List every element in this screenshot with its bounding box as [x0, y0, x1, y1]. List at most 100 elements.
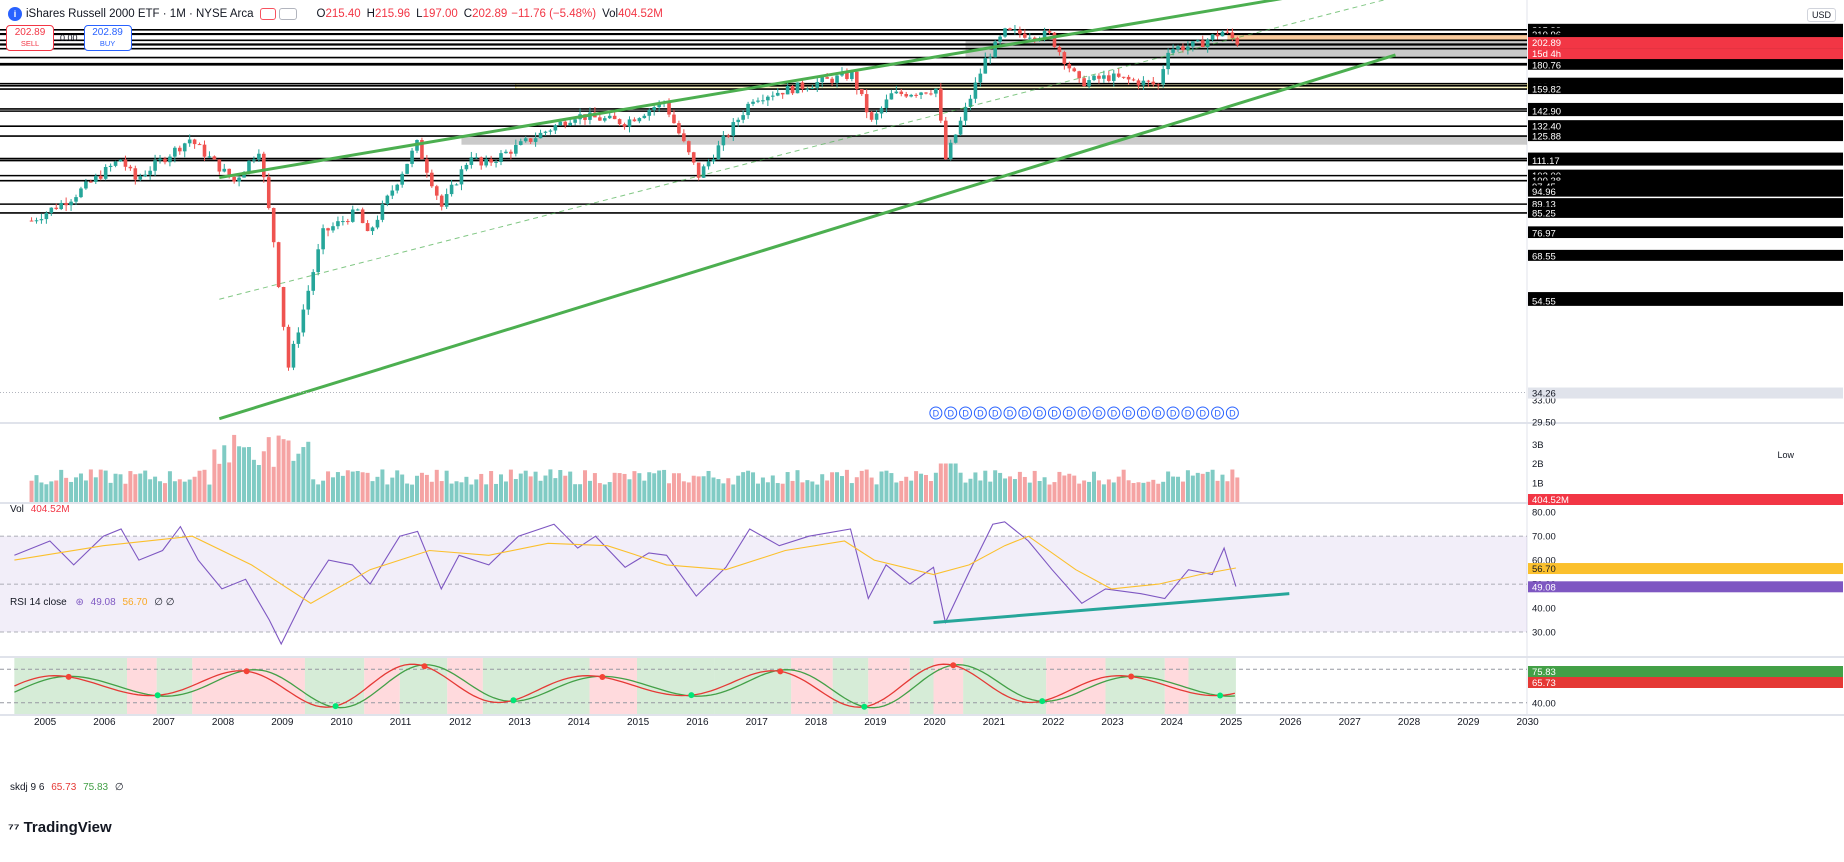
volume-bar — [54, 480, 59, 502]
volume-bar — [741, 472, 746, 502]
volume-bar — [1042, 477, 1047, 502]
volume-pane-legend[interactable]: Vol 404.52M — [10, 504, 70, 515]
dividend-marker-icon[interactable] — [1211, 406, 1225, 420]
price-axis-label-bg — [1528, 206, 1843, 218]
candle-body — [1003, 28, 1007, 37]
time-axis-label: 2018 — [805, 717, 828, 728]
symbol-header: i iShares Russell 2000 ETF · 1M · NYSE A… — [8, 5, 663, 23]
dividend-marker-icon[interactable] — [944, 406, 958, 420]
volume-bar — [187, 479, 192, 502]
dividend-marker-icon[interactable] — [959, 406, 973, 420]
candle-body — [800, 82, 805, 89]
candle-body — [1032, 37, 1037, 40]
symbol-title[interactable]: iShares Russell 2000 ETF · 1M · NYSE Arc… — [26, 8, 254, 20]
volume-bar — [34, 475, 39, 502]
dividend-marker-label: D — [962, 409, 969, 419]
candle-body — [1008, 28, 1012, 30]
candle-body — [553, 125, 558, 131]
candle-body — [632, 119, 637, 122]
dividend-marker-icon[interactable] — [1166, 406, 1180, 420]
dividend-marker-icon[interactable] — [1018, 406, 1032, 420]
volume-bar — [1156, 483, 1161, 502]
candle-body — [647, 110, 652, 116]
volume-bar — [153, 476, 158, 502]
time-axis-label: 2027 — [1339, 717, 1362, 728]
levels-group — [0, 29, 1527, 214]
dividend-marker-icon[interactable] — [1225, 406, 1239, 420]
dividend-marker-label: D — [1111, 409, 1118, 419]
dividend-marker-icon[interactable] — [1033, 406, 1047, 420]
dividend-marker-icon[interactable] — [973, 406, 987, 420]
candle-body — [810, 87, 815, 89]
dividend-marker-icon[interactable] — [1136, 406, 1150, 420]
tradingview-logo[interactable]: ⁷⁷ TradingView — [8, 819, 112, 836]
volume-bar — [617, 473, 622, 502]
currency-button[interactable]: USD — [1806, 8, 1836, 22]
candle-body — [390, 190, 395, 196]
compare-icon[interactable] — [278, 8, 297, 20]
time-axis-label: 2029 — [1457, 717, 1480, 728]
dividend-marker-icon[interactable] — [1122, 406, 1136, 420]
volume-bar — [419, 472, 424, 502]
candle-body — [1181, 46, 1185, 51]
skdj-d-value: 75.83 — [83, 782, 109, 793]
candle-body — [706, 161, 711, 167]
candle-body — [929, 93, 933, 95]
candle-body — [118, 159, 123, 162]
sell-button[interactable]: 202.89 SELL — [6, 25, 54, 51]
candle-body — [217, 159, 222, 172]
volume-bar — [948, 463, 953, 502]
dividend-marker-icon[interactable] — [988, 406, 1002, 420]
candle-body — [1023, 33, 1027, 38]
volume-bar — [1121, 469, 1126, 502]
volume-bar — [676, 473, 681, 502]
candle-body — [746, 103, 750, 116]
skdj-regime-band — [868, 658, 910, 714]
rsi-series-rsi — [14, 521, 1237, 646]
dividend-marker-icon[interactable] — [1047, 406, 1061, 420]
volume-bar — [172, 481, 177, 502]
volume-bar — [78, 473, 83, 502]
dividend-marker-icon[interactable] — [1196, 406, 1210, 420]
market-status-icon[interactable] — [259, 8, 276, 20]
volume-bar — [839, 476, 844, 502]
candle-body — [173, 147, 177, 157]
dividend-marker-icon[interactable] — [1151, 406, 1165, 420]
rsi-settings-icon[interactable]: ⊛ — [75, 597, 84, 608]
dividend-marker-icon[interactable] — [1092, 406, 1106, 420]
candle-body — [405, 163, 409, 174]
price-axis-label-bg — [1528, 198, 1843, 210]
time-axis-label: 2013 — [508, 717, 531, 728]
volume-bar — [410, 484, 415, 502]
volume-bar — [123, 483, 128, 502]
price-axis-label-bg — [1528, 105, 1843, 117]
candle-body — [766, 96, 770, 101]
volume-bar — [39, 482, 44, 502]
volume-bar — [232, 434, 237, 502]
candle-body — [1210, 34, 1215, 40]
buy-button[interactable]: 202.89 BUY — [83, 25, 132, 51]
candle-body — [607, 115, 612, 119]
dividend-marker-icon[interactable] — [1062, 406, 1076, 420]
volume-bar — [311, 479, 316, 502]
candle-body — [672, 114, 676, 124]
dividend-marker-icon[interactable] — [1003, 406, 1017, 420]
dividend-marker-icon[interactable] — [929, 406, 943, 420]
skdj-pane-legend[interactable]: skdj 9 6 65.73 75.83 ∅ — [10, 782, 124, 793]
candle-body — [207, 156, 212, 158]
candle-body — [1092, 75, 1096, 81]
dividend-marker-icon[interactable] — [1077, 406, 1091, 420]
rsi-trend-line — [933, 592, 1290, 624]
dividend-marker-icon[interactable] — [1181, 406, 1195, 420]
price-axis-label: 159.82 — [1532, 85, 1561, 96]
volume-bar — [538, 480, 543, 502]
candle-body — [780, 92, 785, 95]
volume-bar — [98, 469, 103, 502]
rsi-pane-legend[interactable]: RSI 14 close ⊛ 49.08 56.70 ∅ ∅ — [10, 597, 174, 608]
skdj-k-tag: 65.73 — [1532, 678, 1556, 689]
candle-body — [257, 153, 261, 160]
dividend-marker-icon[interactable] — [1107, 406, 1121, 420]
volume-bar — [439, 481, 444, 502]
volume-bar — [484, 484, 489, 502]
